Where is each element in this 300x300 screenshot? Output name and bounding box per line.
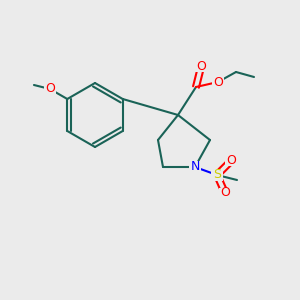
FancyBboxPatch shape — [44, 83, 56, 95]
Text: N: N — [190, 160, 200, 173]
Text: O: O — [220, 187, 230, 200]
FancyBboxPatch shape — [219, 188, 231, 198]
FancyBboxPatch shape — [212, 77, 224, 87]
FancyBboxPatch shape — [211, 169, 223, 181]
FancyBboxPatch shape — [225, 156, 237, 166]
Text: O: O — [196, 61, 206, 74]
FancyBboxPatch shape — [195, 62, 207, 72]
Text: S: S — [213, 169, 221, 182]
Text: O: O — [213, 76, 223, 88]
Text: O: O — [45, 82, 55, 95]
Text: O: O — [226, 154, 236, 167]
FancyBboxPatch shape — [189, 161, 201, 173]
